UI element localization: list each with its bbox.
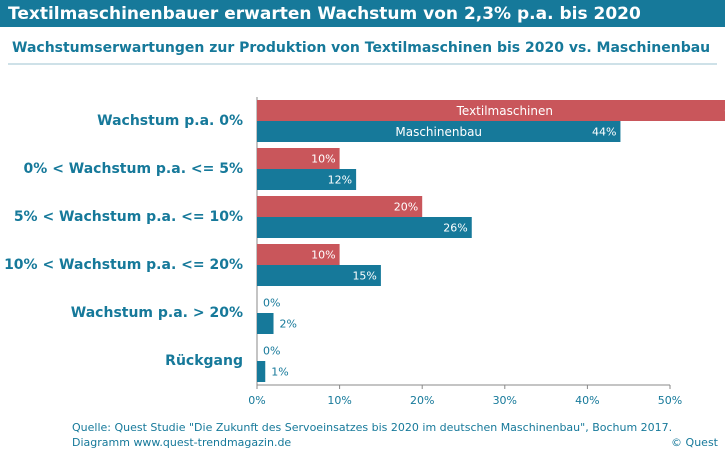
bar bbox=[257, 169, 357, 190]
category-label: 5% < Wachstum p.a. <= 10% bbox=[14, 209, 243, 225]
value-label: 20% bbox=[394, 201, 418, 214]
bar bbox=[257, 148, 340, 169]
chart-subtitle: Wachstumserwartungen zur Produktion von … bbox=[12, 40, 710, 56]
chart-title: Textilmaschinenbauer erwarten Wachstum v… bbox=[8, 4, 641, 24]
bar bbox=[257, 100, 725, 121]
bar bbox=[257, 265, 381, 286]
value-label: 0% bbox=[263, 345, 280, 358]
bar bbox=[257, 244, 340, 265]
value-label: 26% bbox=[443, 222, 467, 235]
bar bbox=[257, 196, 423, 217]
x-tick-label: 30% bbox=[493, 394, 517, 407]
value-label: 44% bbox=[592, 126, 616, 139]
category-label: 10% < Wachstum p.a. <= 20% bbox=[4, 257, 243, 273]
value-label: 15% bbox=[352, 270, 376, 283]
category-label: Wachstum p.a. 0% bbox=[97, 113, 243, 129]
x-tick-label: 0% bbox=[248, 394, 265, 407]
copyright: © Quest bbox=[671, 436, 719, 449]
value-label: 10% bbox=[311, 249, 335, 262]
value-label: 12% bbox=[328, 174, 352, 187]
value-label: 2% bbox=[280, 318, 297, 331]
bar bbox=[257, 217, 472, 238]
value-label: 1% bbox=[271, 366, 288, 379]
value-label: 0% bbox=[263, 297, 280, 310]
category-label: Wachstum p.a. > 20% bbox=[71, 305, 243, 321]
bar bbox=[257, 313, 274, 334]
x-tick-label: 10% bbox=[327, 394, 351, 407]
bar bbox=[257, 121, 621, 142]
x-tick-label: 20% bbox=[410, 394, 434, 407]
site: Diagramm www.quest-trendmagazin.de bbox=[72, 436, 291, 449]
bar bbox=[257, 361, 266, 382]
title-bar bbox=[0, 0, 725, 27]
source: Quelle: Quest Studie "Die Zukunft des Se… bbox=[72, 421, 672, 434]
category-label: 0% < Wachstum p.a. <= 5% bbox=[24, 161, 243, 177]
x-tick-label: 40% bbox=[575, 394, 599, 407]
legend-label: Textilmaschinen bbox=[456, 104, 553, 118]
value-label: 10% bbox=[311, 153, 335, 166]
x-tick-label: 50% bbox=[658, 394, 682, 407]
category-label: Rückgang bbox=[165, 353, 243, 369]
legend-label: Maschinenbau bbox=[395, 125, 482, 139]
